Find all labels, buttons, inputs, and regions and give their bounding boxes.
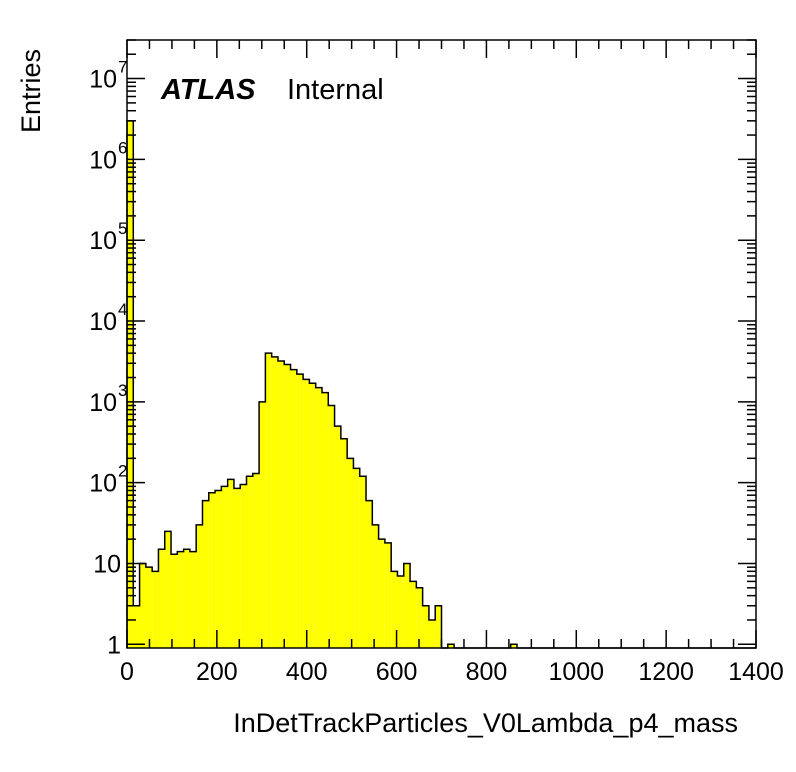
histogram-bar (428, 619, 436, 648)
histogram-bar (233, 488, 241, 648)
histogram-bar (145, 567, 153, 648)
histogram-bar (246, 476, 253, 648)
histogram-bar (309, 383, 316, 648)
histogram-bar (366, 500, 373, 648)
y-tick-label: 1 (107, 631, 121, 659)
histogram-bar (158, 549, 165, 648)
y-tick-exponent: 4 (118, 300, 127, 319)
histogram-bar (271, 356, 278, 648)
histogram-bar (410, 581, 417, 648)
histogram-bar (277, 361, 285, 648)
x-tick-label: 600 (376, 658, 418, 686)
histogram-bar (435, 605, 442, 648)
y-tick-label: 10 (89, 146, 117, 174)
histogram-bar (208, 492, 216, 648)
x-tick-label: 1400 (728, 658, 784, 686)
histogram-bar (296, 374, 304, 648)
histogram-bar (183, 549, 190, 648)
y-tick-label: 10 (89, 389, 117, 417)
histogram-bar (510, 644, 517, 648)
histogram-bar (347, 458, 354, 648)
y-tick-exponent: 3 (118, 381, 127, 400)
histogram-bar (265, 353, 272, 648)
histogram-bar (133, 605, 140, 648)
x-tick-label: 200 (196, 658, 238, 686)
y-tick-label: 10 (89, 66, 117, 94)
x-axis-label: InDetTrackParticles_V0Lambda_p4_mass (233, 708, 738, 738)
histogram-bar (171, 554, 178, 648)
histogram-bar (189, 551, 197, 648)
histogram-bar (359, 476, 367, 648)
histogram-bars (127, 120, 517, 648)
histogram-bar (403, 563, 411, 648)
histogram-bar (353, 468, 360, 648)
histogram-bar (397, 576, 404, 648)
y-tick-exponent: 2 (118, 462, 127, 481)
histogram-bar (139, 563, 146, 648)
histogram-bar (259, 401, 266, 648)
histogram-bar (202, 500, 209, 648)
histogram-bar (372, 524, 379, 648)
histogram-bar (328, 405, 335, 648)
x-tick-label: 400 (286, 658, 328, 686)
histogram-bar (164, 531, 172, 648)
histogram-bar (215, 490, 222, 648)
x-tick-label: 800 (466, 658, 508, 686)
histogram-bar (221, 486, 228, 648)
histogram-bar (196, 524, 203, 648)
y-axis-label: Entries (16, 49, 46, 133)
atlas-status-label: Internal (287, 74, 384, 106)
histogram-bar (177, 551, 184, 648)
histogram-bar (340, 438, 348, 648)
histogram-bar (127, 120, 134, 648)
y-tick-exponent: 6 (118, 138, 127, 157)
histogram-bar (240, 484, 247, 648)
y-tick-label: 10 (89, 308, 117, 336)
histogram-bar (391, 571, 398, 648)
histogram-bar (152, 571, 159, 648)
histogram-bar (315, 387, 322, 648)
x-tick-label: 0 (120, 658, 134, 686)
histogram-bar (227, 479, 234, 648)
axis-ticks (126, 39, 757, 648)
histogram-bar (378, 539, 385, 648)
y-tick-exponent: 5 (118, 219, 127, 238)
histogram-bar (290, 369, 297, 648)
y-tick-label: 10 (93, 550, 121, 578)
x-tick-label: 1200 (638, 658, 694, 686)
x-tick-labels: 0 200 400 600 800 1000 1200 1400 (120, 658, 784, 686)
histogram-bar (334, 426, 341, 648)
y-tick-exponent: 7 (118, 58, 127, 77)
histogram-bar (303, 379, 310, 648)
histogram-bar (284, 364, 291, 648)
histogram-bar (422, 605, 429, 648)
y-tick-label: 10 (89, 227, 117, 255)
atlas-label: ATLAS (160, 74, 256, 106)
y-tick-label: 10 (89, 470, 117, 498)
histogram-bar (321, 392, 329, 648)
histogram-bar (447, 644, 455, 648)
histogram-bar (384, 542, 392, 648)
histogram-bar (252, 473, 260, 648)
x-tick-label: 1000 (548, 658, 604, 686)
histogram-bar (416, 587, 423, 648)
